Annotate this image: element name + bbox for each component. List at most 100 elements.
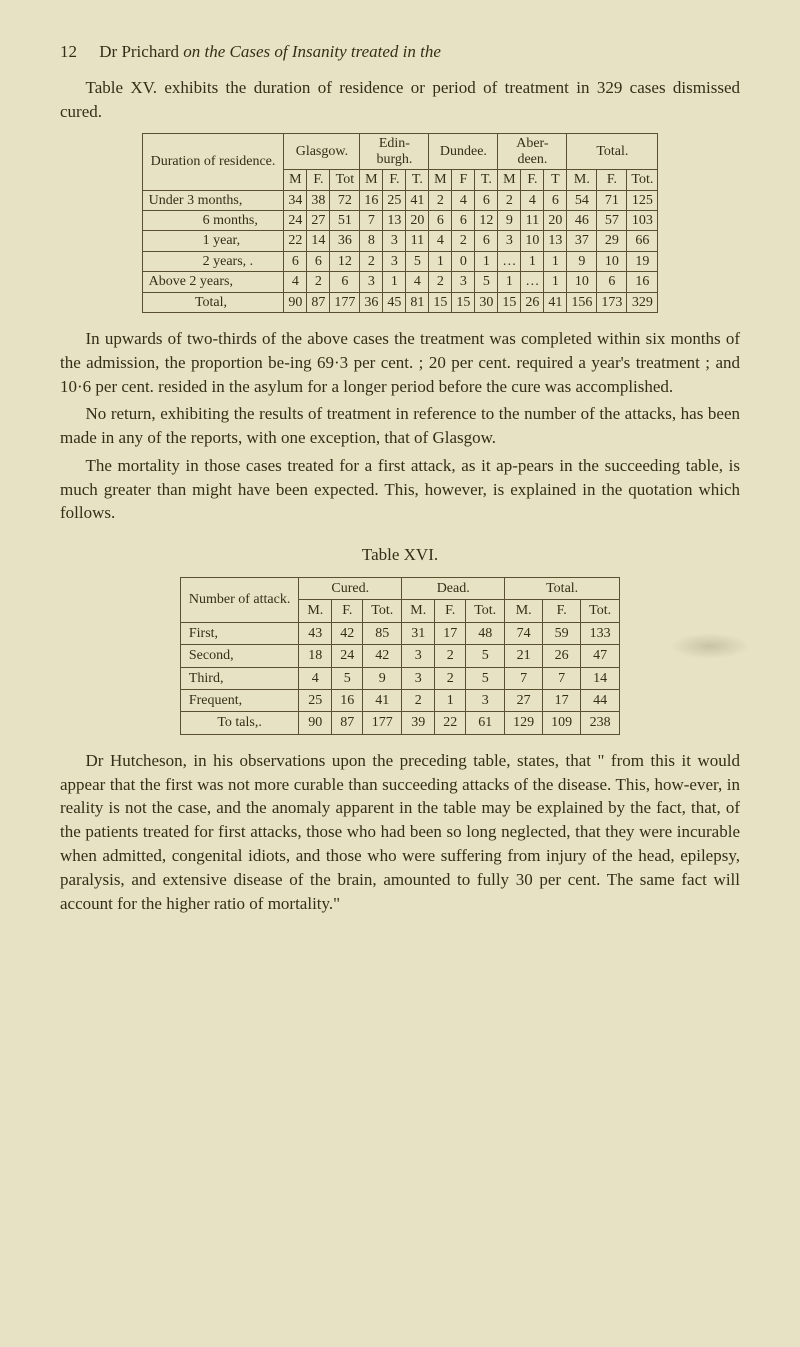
sub-t: T. [475, 170, 498, 190]
cell: 156 [567, 292, 597, 312]
cell: 14 [581, 667, 620, 689]
table-xvi-caption: Table XVI. [60, 543, 740, 567]
cell: 4 [452, 190, 475, 210]
table-xvi-table: Number of attack. Cured. Dead. Total. M.… [180, 577, 620, 735]
cell: 17 [435, 622, 466, 644]
cell: 27 [505, 690, 543, 712]
cell: 5 [406, 251, 429, 271]
page-number: 12 [60, 40, 77, 64]
table-total-row: Total, 9087177 364581 151530 152641 1561… [142, 292, 658, 312]
paragraph: In upwards of two-thirds of the above ca… [60, 327, 740, 398]
cell: 15 [452, 292, 475, 312]
cell: 1 [544, 272, 567, 292]
cell: 4 [406, 272, 429, 292]
sub-m: M [498, 170, 521, 190]
cell: 19 [627, 251, 658, 271]
cell: 109 [543, 712, 581, 734]
header-author: Dr Prichard [99, 42, 183, 61]
cell: 51 [330, 210, 360, 230]
cell: 2 [452, 231, 475, 251]
cell: 7 [505, 667, 543, 689]
cell: 26 [543, 645, 581, 667]
cell: 16 [627, 272, 658, 292]
cell: 41 [363, 690, 402, 712]
cell: … [498, 251, 521, 271]
cell: 38 [307, 190, 330, 210]
cell: 2 [435, 667, 466, 689]
cell: 2 [435, 645, 466, 667]
cell: 74 [505, 622, 543, 644]
sub-m: M. [402, 600, 435, 622]
cell: 41 [544, 292, 567, 312]
header-title: on the Cases of Insanity treated in the [183, 42, 441, 61]
cell: 125 [627, 190, 658, 210]
cell: 13 [383, 210, 406, 230]
table-row: 6 months, 242751 71320 6612 91120 465710… [142, 210, 658, 230]
cell: 9 [363, 667, 402, 689]
cell: 1 [544, 251, 567, 271]
cell: 36 [330, 231, 360, 251]
cell: 2 [402, 690, 435, 712]
cell: 21 [505, 645, 543, 667]
col-cured: Cured. [299, 578, 402, 600]
cell: 66 [627, 231, 658, 251]
cell: 47 [581, 645, 620, 667]
cell: 2 [429, 272, 452, 292]
table-row: First, 434285 311748 7459133 [180, 622, 619, 644]
cell: 16 [332, 690, 363, 712]
cell: 24 [332, 645, 363, 667]
paragraph: Dr Hutcheson, in his observations upon t… [60, 749, 740, 916]
cell: 9 [567, 251, 597, 271]
cell: 0 [452, 251, 475, 271]
row-label: Under 3 months, [142, 190, 284, 210]
cell: 43 [299, 622, 332, 644]
cell: 37 [567, 231, 597, 251]
table-xv: Duration of residence. Glasgow. Edin- bu… [60, 133, 740, 313]
sub-tot: Tot. [627, 170, 658, 190]
cell: 4 [284, 272, 307, 292]
cell: 48 [466, 622, 505, 644]
row-label-total: To tals,. [180, 712, 298, 734]
row-label-total: Total, [142, 292, 284, 312]
sub-tot: Tot. [466, 600, 505, 622]
cell: 31 [402, 622, 435, 644]
sub-m: M. [505, 600, 543, 622]
table-row: Under 3 months, 343872 162541 246 246 54… [142, 190, 658, 210]
cell: 5 [332, 667, 363, 689]
sub-m: M [284, 170, 307, 190]
table-row: Third, 459 325 7714 [180, 667, 619, 689]
cell: 22 [284, 231, 307, 251]
cell: 59 [543, 622, 581, 644]
cell: 34 [284, 190, 307, 210]
cell: 5 [466, 667, 505, 689]
sub-f: F. [435, 600, 466, 622]
col-total: Total. [567, 134, 658, 170]
col-dundee: Dundee. [429, 134, 498, 170]
paragraph: The mortality in those cases treated for… [60, 454, 740, 525]
cell: 129 [505, 712, 543, 734]
sub-m: M. [299, 600, 332, 622]
sub-f: F. [332, 600, 363, 622]
col-edinburgh: Edin- burgh. [360, 134, 429, 170]
cell: 7 [360, 210, 383, 230]
cell: 6 [429, 210, 452, 230]
col-total: Total. [505, 578, 620, 600]
cell: 1 [435, 690, 466, 712]
cell: 3 [360, 272, 383, 292]
sub-f: F. [543, 600, 581, 622]
cell: 177 [330, 292, 360, 312]
cell: 20 [406, 210, 429, 230]
cell: 13 [544, 231, 567, 251]
cell: 6 [475, 190, 498, 210]
table-row: Above 2 years, 426 314 235 1…1 10616 [142, 272, 658, 292]
cell: 3 [498, 231, 521, 251]
cell: 6 [330, 272, 360, 292]
cell: 5 [466, 645, 505, 667]
col-attack: Number of attack. [180, 578, 298, 623]
sub-f: F. [597, 170, 627, 190]
cell: 11 [521, 210, 544, 230]
cell: 3 [452, 272, 475, 292]
cell: 36 [360, 292, 383, 312]
col-duration: Duration of residence. [142, 134, 284, 190]
cell: 45 [383, 292, 406, 312]
